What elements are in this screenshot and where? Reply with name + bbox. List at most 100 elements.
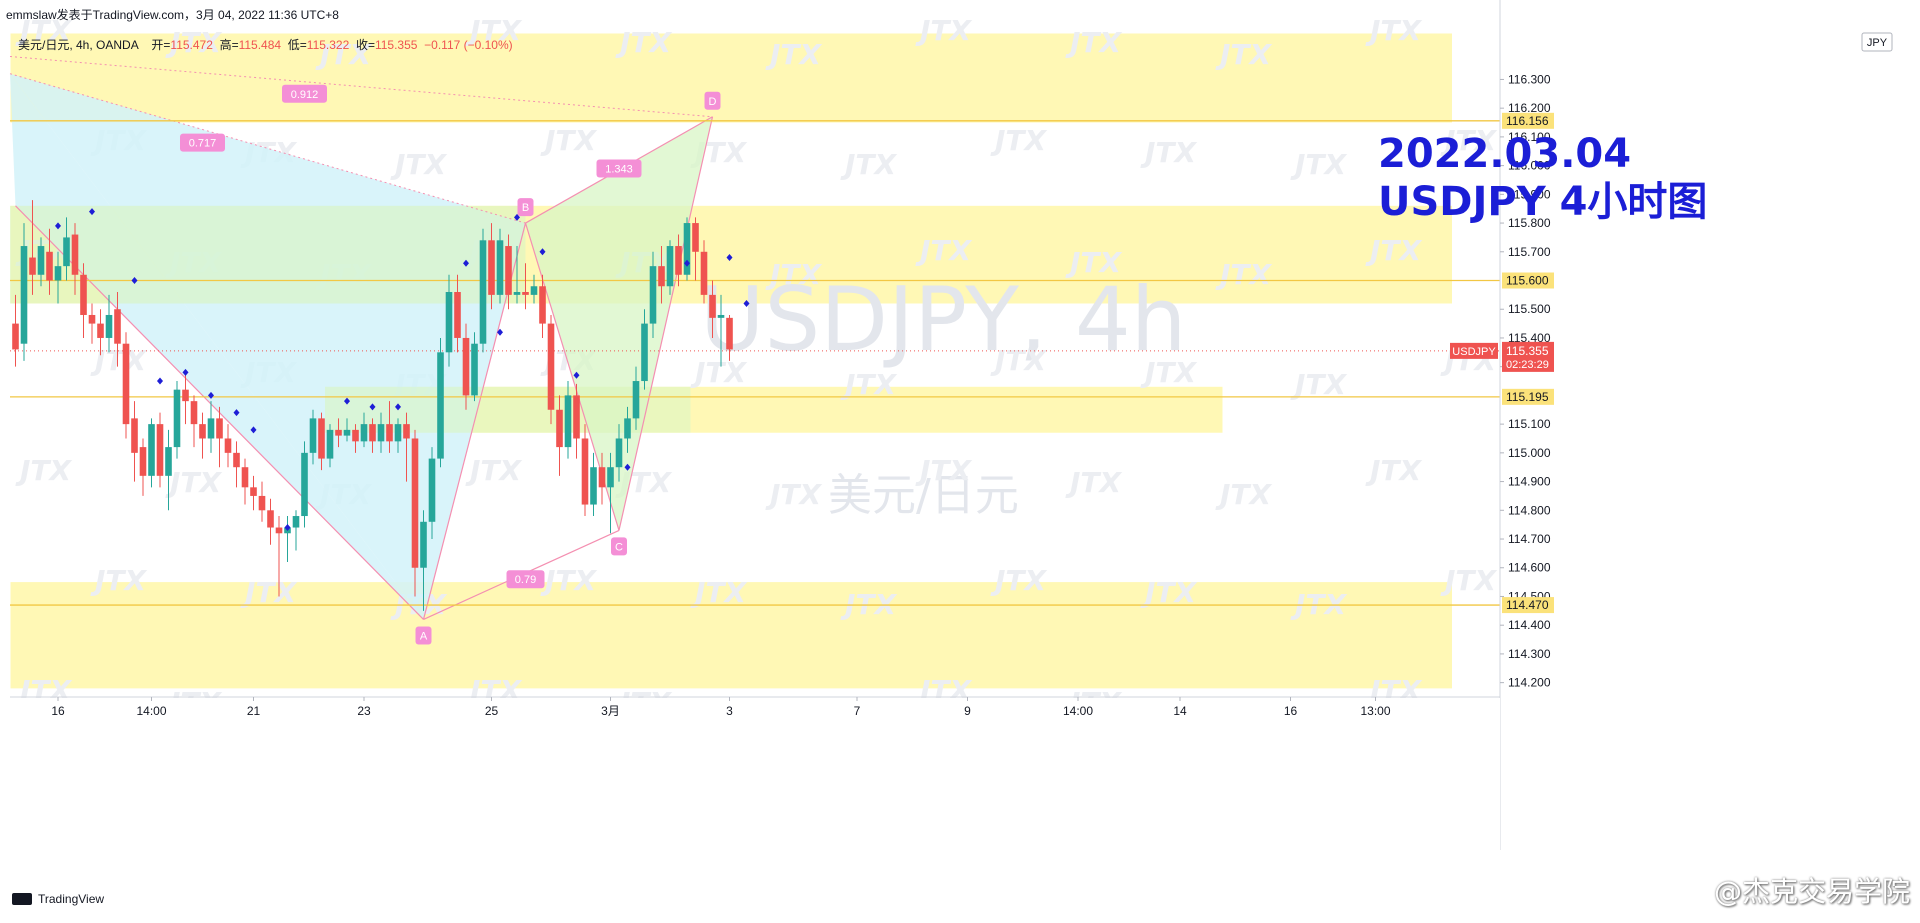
tradingview-logo-icon [12, 893, 32, 905]
candle [581, 424, 589, 517]
hline-price-tag-text: 116.156 [1506, 114, 1549, 128]
hline-price-tag-text: 115.195 [1506, 390, 1549, 404]
candle-body [318, 418, 325, 459]
pattern-labels: A B C D 0.912 0.717 1.343 0.79 [180, 84, 721, 645]
ratio-label: 0.912 [282, 84, 327, 103]
candle-body [709, 294, 716, 318]
price-tick-label: 115.700 [1508, 245, 1551, 259]
candle-body [496, 240, 504, 295]
point-label-text: A [420, 630, 428, 642]
candle-body [377, 424, 385, 442]
overlay-subtitle: USDJPY 4小时图 [1378, 179, 1708, 225]
candle-body [658, 266, 665, 287]
ohlc-low: 115.322 [306, 38, 350, 52]
signal-marker [514, 213, 520, 221]
jtx-watermark: JTX [15, 454, 73, 487]
candle [437, 337, 444, 468]
candle [428, 447, 436, 540]
time-tick-label: 25 [485, 704, 499, 718]
ratio-label-text: 1.343 [605, 163, 633, 175]
candle [641, 309, 648, 390]
candle [369, 418, 376, 453]
price-tick-label: 115.800 [1508, 216, 1551, 230]
candle [573, 383, 580, 459]
last-price-tag [1502, 341, 1554, 372]
candle [709, 280, 716, 338]
ohlc-open: 115.472 [170, 38, 213, 52]
time-tick-label: 3 [726, 704, 733, 718]
candle-body [675, 246, 682, 275]
candle [454, 274, 461, 353]
candle [624, 406, 631, 453]
candle-body [216, 418, 223, 439]
jtx-watermark: JTX [1215, 258, 1273, 291]
ohlc-high: 115.484 [238, 38, 282, 52]
candle-body [598, 467, 606, 488]
candle [488, 223, 495, 310]
time-tick-label: 9 [964, 704, 971, 718]
candle [148, 418, 155, 488]
signal-marker [684, 259, 690, 267]
candle-body [148, 424, 155, 476]
time-tick-label: 14:00 [1063, 704, 1093, 718]
ohlc-close: 115.355 [374, 38, 418, 52]
candle [301, 441, 308, 528]
price-tick-label: 116.000 [1508, 159, 1551, 173]
candle [224, 424, 232, 468]
author-watermark: @杰克交易学院 [1713, 875, 1910, 908]
candle-body [122, 343, 130, 425]
point-label-text: B [522, 202, 529, 214]
footer-brand-label: TradingView [38, 892, 105, 906]
candle-body [12, 323, 19, 350]
point-label-text: D [709, 96, 717, 108]
signal-markers [55, 208, 750, 532]
horizontal-lines [10, 120, 1500, 606]
candle [530, 274, 538, 304]
candle [46, 228, 53, 295]
ratio-label-bg [596, 159, 642, 178]
candle-body [369, 424, 376, 442]
candle-body [54, 266, 62, 281]
candle-body [250, 487, 257, 496]
footer-brand[interactable]: TradingView [12, 892, 104, 906]
candle-body [539, 286, 546, 324]
time-tick-label: 16 [51, 704, 65, 718]
jtx-watermark: JTX [1065, 26, 1123, 59]
candle-body [46, 251, 53, 281]
jtx-watermark: JTX [465, 14, 523, 47]
price-tick-label: 115.500 [1508, 302, 1551, 316]
jtx-watermark: JTX [1440, 124, 1498, 157]
signal-marker [157, 377, 163, 385]
ohlc-low-label: 低= [287, 38, 307, 52]
signal-marker [539, 248, 546, 256]
jtx-watermark: JTX [990, 124, 1048, 157]
candle-body [71, 234, 79, 275]
candle [598, 452, 606, 505]
last-price-symbol-tag [1450, 342, 1498, 359]
candle [726, 314, 733, 361]
candle [649, 251, 657, 338]
time-tick-label: 7 [854, 704, 861, 718]
candle [12, 294, 19, 367]
candle-body [156, 424, 164, 476]
price-tick-label: 116.200 [1508, 101, 1551, 115]
candle-body [114, 309, 121, 344]
jtx-watermark: JTX [540, 564, 598, 597]
candle [420, 510, 427, 611]
candle [547, 314, 555, 425]
candle [607, 452, 614, 534]
candle [199, 412, 206, 459]
candle [632, 366, 640, 430]
price-axis-bg [1501, 0, 1920, 850]
candle-body [649, 266, 657, 324]
jtx-watermark: JTX [240, 576, 298, 609]
last-price-symbol: USDJPY [1452, 346, 1496, 358]
candle [445, 274, 453, 367]
price-tick-label: 114.900 [1508, 475, 1551, 489]
candle [403, 412, 410, 482]
candle-body [352, 429, 359, 442]
signal-marker [497, 328, 503, 336]
signal-marker [573, 371, 580, 379]
candle-body [471, 343, 478, 396]
